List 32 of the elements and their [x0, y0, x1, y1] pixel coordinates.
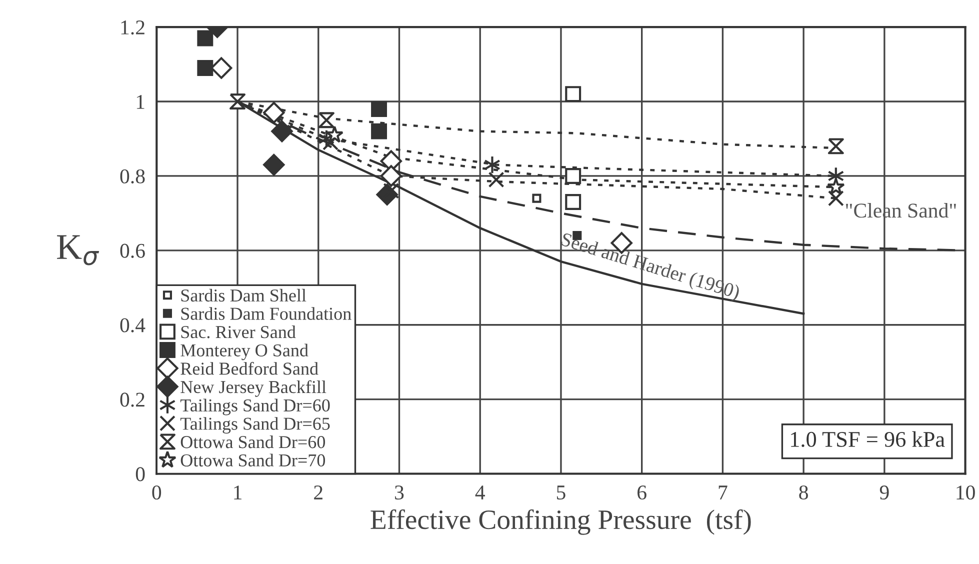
x-tick-label: 0	[152, 485, 162, 500]
legend-label: Ottowa Sand Dr=60	[180, 435, 326, 448]
x-tick-label: 6	[638, 486, 646, 500]
x-tick-label: 1	[234, 486, 242, 500]
x-tick-label: 2	[314, 486, 322, 500]
legend-label: Tailings Sand Dr=60	[180, 398, 330, 416]
x-tick-label: 8	[799, 485, 808, 500]
x-tick-label: 3	[395, 486, 404, 500]
x-tick-label: 10	[956, 485, 975, 500]
y-tick-label: 1	[136, 94, 144, 109]
legend-label: New Jersey Backfill	[180, 380, 326, 397]
x-axis-title: Effective Confining Pressure (tsf)	[370, 509, 751, 535]
x-tick-label: 7	[718, 486, 728, 500]
x-tick-label: 5	[556, 486, 566, 500]
x-tick-label: 9	[880, 486, 889, 500]
x-tick-label: 4	[475, 486, 485, 500]
legend-label: Reid Bedford Sand	[180, 362, 318, 375]
y-tick-label: 0.6	[120, 244, 145, 258]
legend-label: Tailings Sand Dr=65	[180, 417, 330, 434]
annotation: Seed and Harder (1990)	[560, 232, 741, 303]
legend-label: Sardis Dam Foundation	[181, 307, 352, 320]
y-tick-label: 0	[136, 467, 145, 482]
legend-label: Monterey O Sand	[180, 344, 308, 360]
legend-label: Ottowa Sand Dr=70	[180, 454, 326, 466]
y-tick-label: 0.8	[120, 169, 145, 184]
y-tick-label: 0.4	[120, 318, 146, 332]
legend-label: Sac. River Sand	[181, 325, 296, 338]
y-tick-label: 0.2	[120, 392, 144, 407]
legend-label: Sardis Dam Shell	[181, 288, 306, 302]
annotation: 1.0 TSF = 96 kPa	[791, 431, 945, 448]
y-axis-title: K$_{σ}$	[57, 235, 100, 266]
y-tick-label: 1.2	[121, 20, 144, 35]
